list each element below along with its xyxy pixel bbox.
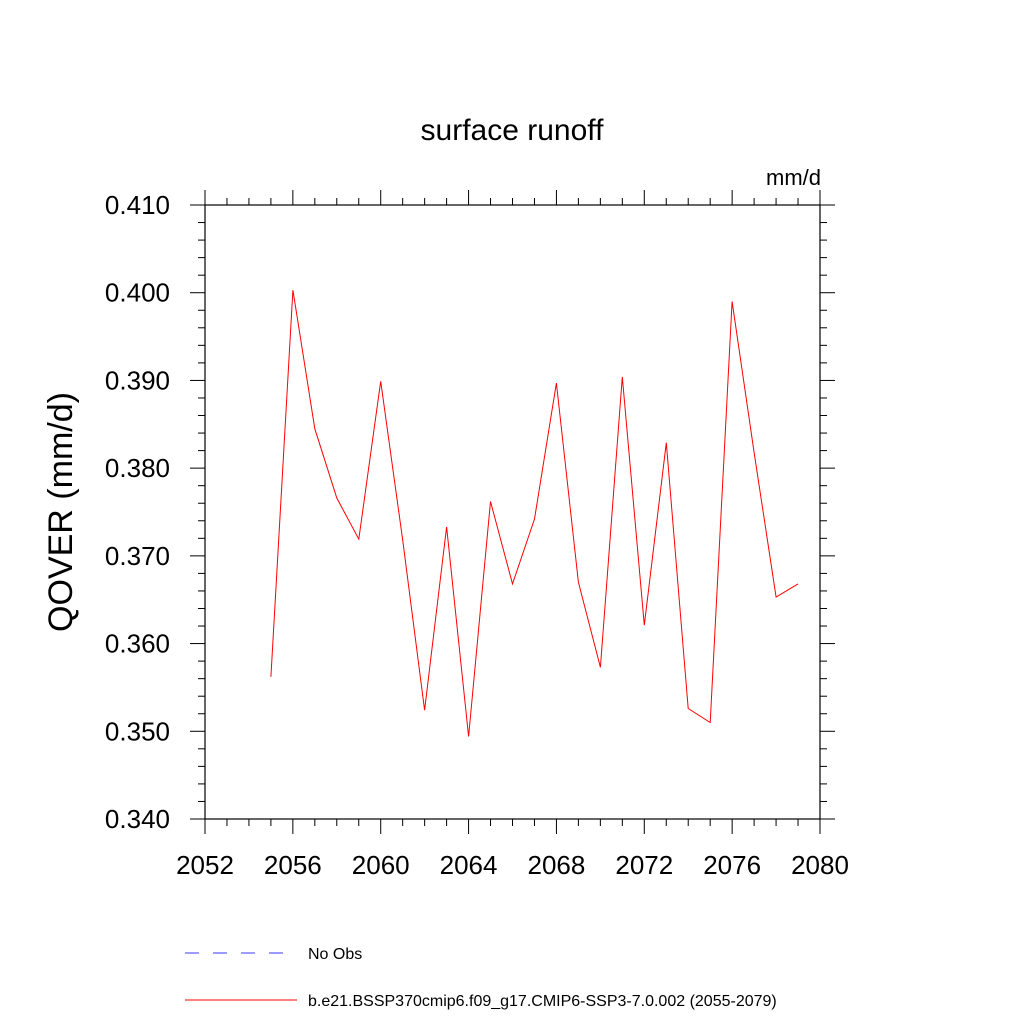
legend-label-model-run: b.e21.BSSP370cmip6.f09_g17.CMIP6-SSP3-7.… <box>308 993 777 1010</box>
plot-frame <box>204 204 821 820</box>
x-tick-label: 2056 <box>264 850 322 880</box>
x-tick-label: 2080 <box>791 850 849 880</box>
x-tick-label: 2060 <box>352 850 410 880</box>
y-tick-label: 0.350 <box>105 716 170 746</box>
y-tick-label: 0.410 <box>105 190 170 220</box>
units-label: mm/d <box>766 165 821 190</box>
legend: No Obs b.e21.BSSP370cmip6.f09_g17.CMIP6-… <box>185 946 777 1010</box>
x-tick-label: 2072 <box>615 850 673 880</box>
y-tick-label: 0.340 <box>105 804 170 834</box>
x-tick-label: 2052 <box>176 850 234 880</box>
legend-label-no-obs: No Obs <box>308 946 362 963</box>
y-tick-label: 0.380 <box>105 453 170 483</box>
y-axis-label: QOVER (mm/d) <box>42 392 80 632</box>
y-tick-label: 0.390 <box>105 365 170 395</box>
x-tick-label: 2064 <box>440 850 498 880</box>
chart-title: surface runoff <box>421 114 605 147</box>
y-tick-label: 0.370 <box>105 541 170 571</box>
series-line <box>270 290 799 737</box>
x-tick-label: 2076 <box>703 850 761 880</box>
y-tick-label: 0.400 <box>105 278 170 308</box>
x-tick-label: 2068 <box>528 850 586 880</box>
y-tick-label: 0.360 <box>105 629 170 659</box>
plot-area: 2052 2056 2060 2064 2068 2072 2076 2080 0.340 0.3… <box>105 190 849 880</box>
